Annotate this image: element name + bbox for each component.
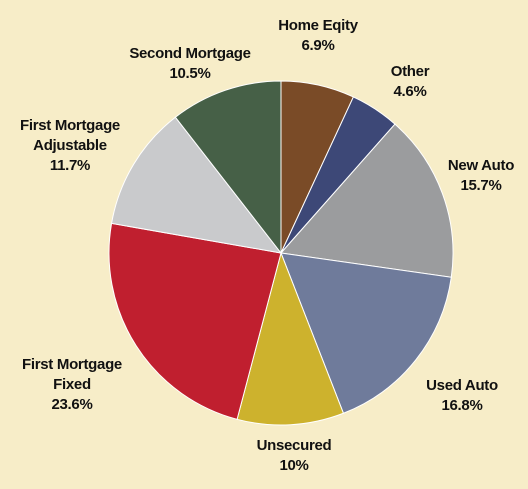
slice-label: Home Eqity 6.9% [278,16,358,56]
slice-value: 10.5% [169,65,211,82]
pie-slice [174,80,282,255]
slice-name: First Mortgage Adjustable [20,117,120,154]
slice-name: New Auto [447,157,515,174]
slice-name: First Mortgage Fixed [22,356,122,393]
slice-label: Second Mortgage 10.5% [115,44,265,84]
slice-label: Unsecured 10% [244,436,344,476]
slice-label: Other 4.6% [380,62,440,102]
pie-slice [236,251,345,426]
slice-value: 10% [279,457,309,474]
slice-name: Unsecured [256,437,332,454]
slice-label: Used Auto 16.8% [417,376,507,416]
pie-slice [108,222,282,420]
slice-label: First Mortgage Adjustable 11.7% [5,116,135,176]
slice-value: 23.6% [51,396,93,413]
pie-slice [280,123,454,278]
slice-value: 11.7% [49,157,91,174]
slice-value: 6.9% [301,37,335,54]
slice-name: Second Mortgage [129,45,251,62]
slice-label: First Mortgage Fixed 23.6% [12,355,132,415]
slice-name: Home Eqity [278,17,358,34]
slice-name: Other [390,63,430,80]
pie-slice [110,116,283,254]
slice-value: 15.7% [460,177,502,194]
slice-name: Used Auto [426,377,498,394]
slice-value: 4.6% [393,83,427,100]
pie-slice [280,252,452,414]
slice-label: New Auto 15.7% [436,156,526,196]
slice-value: 16.8% [441,397,483,414]
